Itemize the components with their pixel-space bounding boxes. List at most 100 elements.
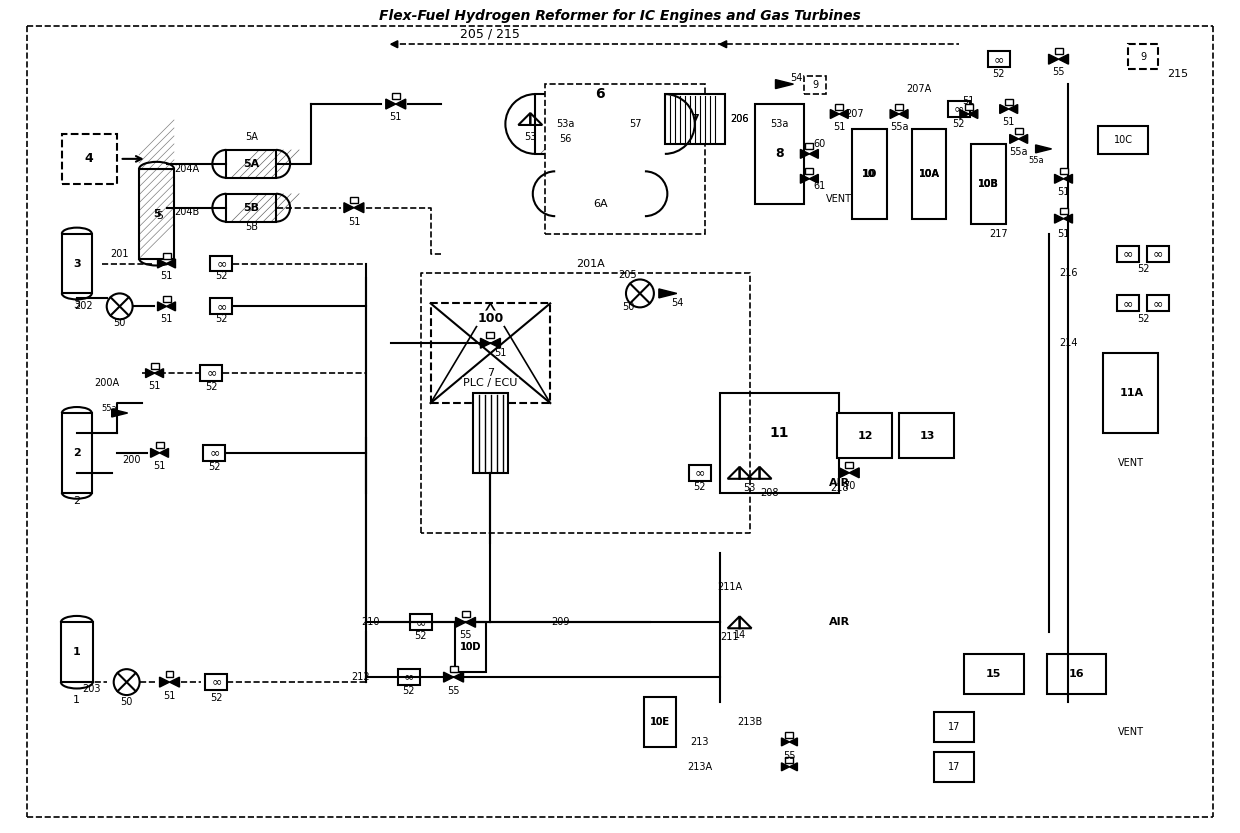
Bar [227,150,277,177]
Polygon shape [831,109,839,118]
Bar [1117,246,1140,262]
Text: ∞: ∞ [206,367,217,380]
Bar [536,94,665,154]
Text: 15: 15 [986,669,1002,679]
Text: 55: 55 [448,686,460,696]
Text: 100: 100 [477,312,503,325]
Text: 52: 52 [403,686,415,696]
Polygon shape [166,302,176,311]
Bar [988,51,1009,67]
Text: ∞: ∞ [216,300,227,313]
Text: 52: 52 [992,69,1004,79]
Polygon shape [810,149,818,158]
Polygon shape [1064,214,1073,223]
Text: 51: 51 [962,96,975,106]
Bar [805,143,813,149]
Polygon shape [1054,214,1064,223]
Bar [1059,168,1068,174]
Polygon shape [658,289,677,298]
Text: 204B: 204B [174,207,200,217]
Text: ∞: ∞ [403,671,414,684]
Bar [409,615,432,631]
Text: 55: 55 [459,631,471,641]
Circle shape [626,279,653,307]
Text: 10C: 10C [1114,135,1133,145]
Bar [211,256,232,272]
Polygon shape [386,99,396,109]
Polygon shape [1054,174,1064,183]
Text: 5A: 5A [243,159,259,169]
Bar [139,169,174,258]
Bar [755,104,805,204]
Bar [155,442,164,448]
Text: 17: 17 [947,762,960,772]
Text: 10E: 10E [651,717,670,727]
Bar [1099,126,1148,154]
Text: 4: 4 [84,152,93,166]
Bar [203,445,226,461]
Text: 51: 51 [495,348,507,358]
Text: 218: 218 [830,483,848,493]
Bar [852,129,887,218]
Bar [162,253,171,259]
Bar [1104,353,1158,433]
Bar [211,298,232,314]
Text: 207: 207 [844,109,863,119]
Bar [486,332,495,338]
Text: 52: 52 [215,272,228,282]
Text: 205: 205 [619,271,637,281]
Text: 61: 61 [813,181,826,191]
Text: 203: 203 [83,684,100,694]
Text: 70: 70 [843,481,856,491]
Text: 7: 7 [487,368,494,378]
Text: 55: 55 [1053,67,1065,77]
Bar [644,697,676,747]
Text: 52: 52 [1137,265,1149,275]
Text: 6A: 6A [593,199,608,209]
Text: 9: 9 [1141,52,1146,62]
Text: 51: 51 [160,314,172,324]
Polygon shape [1019,134,1028,143]
Text: 11A: 11A [1120,388,1143,398]
Text: 206: 206 [730,114,749,124]
Bar [62,233,92,293]
Text: 55a: 55a [890,122,909,132]
Text: 209: 209 [551,617,569,627]
Text: 11: 11 [770,426,789,440]
Text: 201: 201 [110,248,129,258]
Polygon shape [396,99,405,109]
Text: 53: 53 [743,483,755,493]
Polygon shape [343,202,353,212]
Polygon shape [1008,105,1018,113]
Text: 52: 52 [952,119,965,129]
Circle shape [107,293,133,319]
Text: 204A: 204A [174,164,198,174]
Text: 10A: 10A [919,169,940,179]
Text: 51: 51 [1058,187,1070,197]
Text: 53a: 53a [556,119,574,129]
Polygon shape [150,448,160,457]
Polygon shape [810,174,818,183]
Polygon shape [1059,54,1069,64]
Bar [899,413,954,458]
Polygon shape [112,409,128,417]
Text: 10: 10 [862,169,875,179]
Text: 214: 214 [1059,338,1078,348]
Polygon shape [1049,54,1059,64]
Text: ∞: ∞ [210,446,219,459]
Text: 206: 206 [730,114,749,124]
Polygon shape [145,369,155,377]
Text: 10A: 10A [919,169,940,179]
Text: 202: 202 [74,302,93,312]
Text: 213A: 213A [687,762,712,772]
Polygon shape [790,738,797,746]
Bar [206,674,227,690]
Text: 1: 1 [73,695,81,705]
Text: VENT: VENT [1118,458,1145,468]
Polygon shape [839,109,848,118]
Bar [836,103,843,109]
Text: 7: 7 [691,114,698,124]
Polygon shape [1064,174,1073,183]
Polygon shape [781,738,790,746]
Text: 10B: 10B [978,179,999,189]
